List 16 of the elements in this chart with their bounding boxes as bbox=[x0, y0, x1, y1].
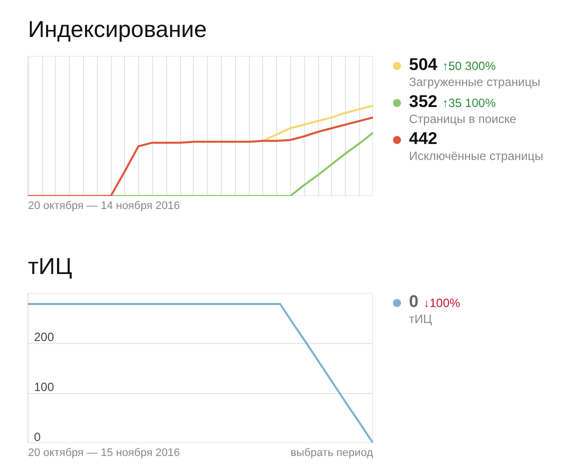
legend-label: тИЦ bbox=[409, 312, 433, 326]
legend-label: Исключённые страницы bbox=[409, 149, 544, 163]
y-tick-label: 0 bbox=[34, 430, 41, 444]
text: 442 bbox=[409, 129, 438, 148]
chart-title: Индексирование bbox=[28, 16, 207, 43]
chart-title: тИЦ bbox=[28, 253, 72, 280]
text: 352 ↑35 100% bbox=[409, 92, 496, 111]
y-tick-label: 200 bbox=[34, 330, 54, 344]
text: выбрать период bbox=[290, 447, 373, 459]
legend-label: Загруженные страницы bbox=[409, 75, 542, 89]
x-axis-title: 20 октября — 15 ноября 2016 bbox=[28, 447, 180, 459]
text: 504 ↑50 300% bbox=[409, 55, 496, 74]
text: 0 ↓100% bbox=[409, 292, 460, 311]
legend-label: Страницы в поиске bbox=[409, 112, 518, 126]
x-axis-title: 20 октября — 14 ноября 2016 bbox=[28, 200, 180, 212]
y-tick-label: 100 bbox=[34, 380, 54, 394]
